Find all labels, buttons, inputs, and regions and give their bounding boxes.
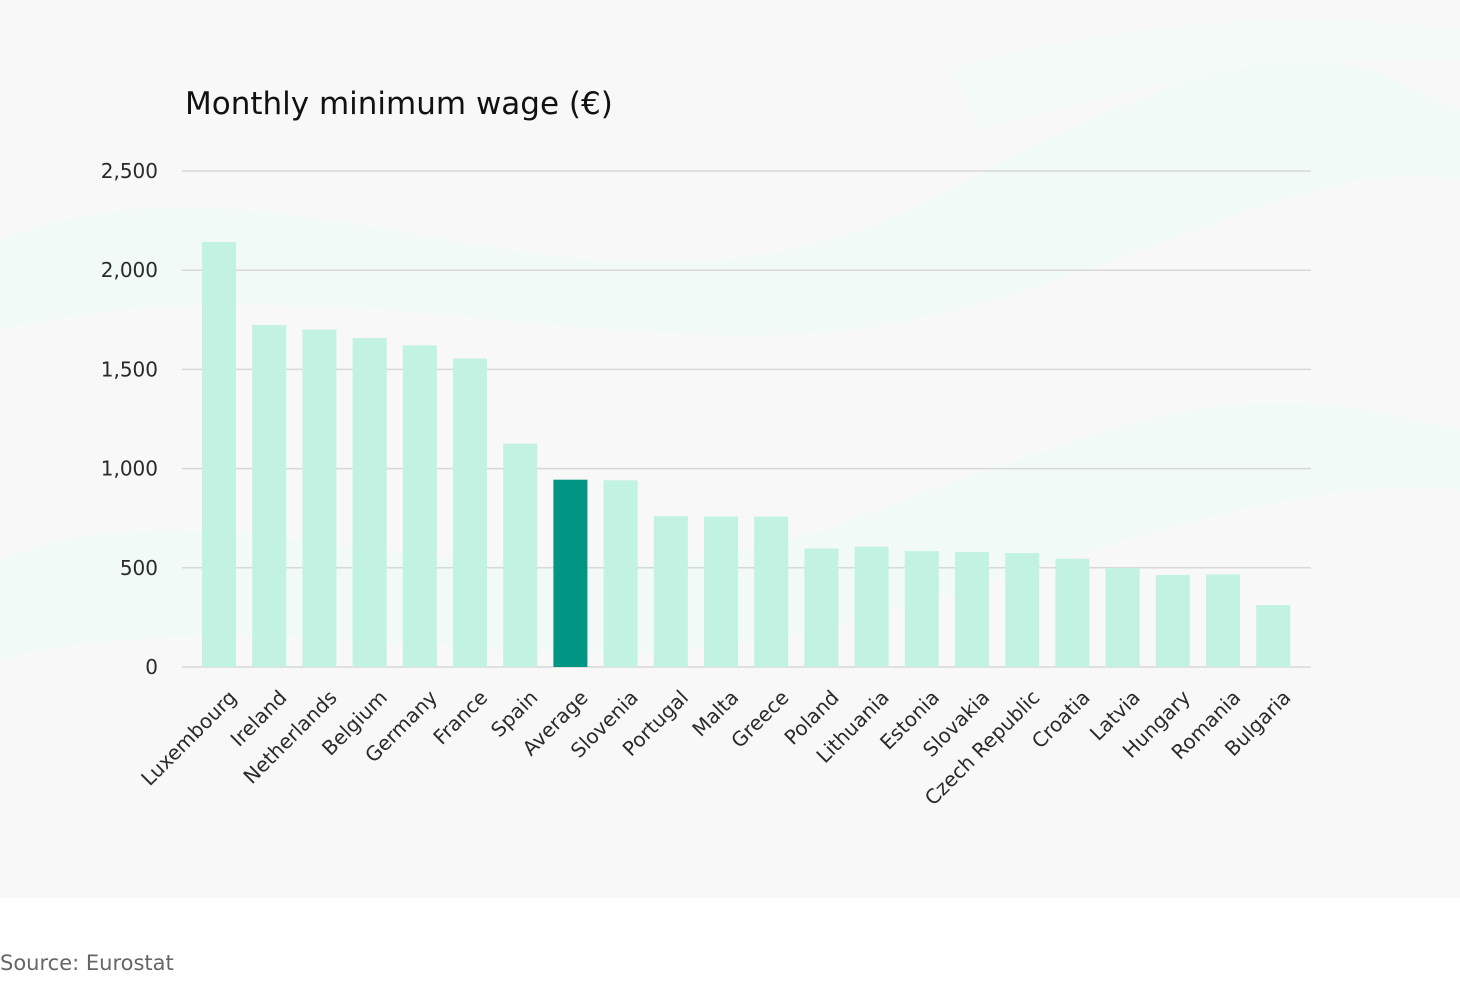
bar (653, 516, 688, 667)
bar (202, 242, 236, 667)
y-tick-label: 0 (145, 655, 158, 679)
bar (1105, 567, 1140, 667)
bar (302, 329, 337, 667)
bar (754, 516, 789, 667)
y-axis: 0 500 1,000 1,500 2,000 2,500 (101, 159, 158, 679)
chart-title: Monthly minimum wage (€) (185, 86, 613, 122)
bar-chart: 0 500 1,000 1,500 2,000 2,500 LuxembourgIrela… (100, 159, 1311, 810)
bar (904, 551, 939, 667)
y-tick-label: 2,500 (101, 159, 158, 183)
bar (1055, 558, 1090, 667)
chart-panel: 0 500 1,000 1,500 2,000 2,500 Luxembourg Irela… (100, 86, 1311, 810)
source-note: Source: Eurostat (0, 951, 174, 975)
y-tick-label: 1,500 (101, 357, 158, 381)
bar (1256, 605, 1291, 667)
bar (1206, 574, 1240, 667)
bars (202, 242, 1291, 667)
bar (402, 345, 437, 667)
y-tick-label: 2,000 (101, 258, 158, 282)
bar (1155, 574, 1190, 667)
bar (352, 338, 387, 667)
x-tick-label: Luxembourg (136, 685, 241, 790)
bar (603, 480, 638, 667)
bar (955, 551, 989, 667)
y-tick-label: 1,000 (101, 457, 158, 481)
bar (503, 443, 538, 667)
bar-average (553, 479, 588, 667)
bar (1005, 553, 1040, 667)
bar (704, 516, 738, 667)
bar (453, 358, 487, 667)
y-tick-label: 500 (120, 556, 158, 580)
bar (252, 325, 287, 667)
bar (804, 548, 839, 667)
x-axis: LuxembourgIrelandNetherlandsBelgiumGerma… (136, 685, 1295, 810)
x-tick-label: France (428, 685, 492, 749)
bar (854, 546, 889, 667)
